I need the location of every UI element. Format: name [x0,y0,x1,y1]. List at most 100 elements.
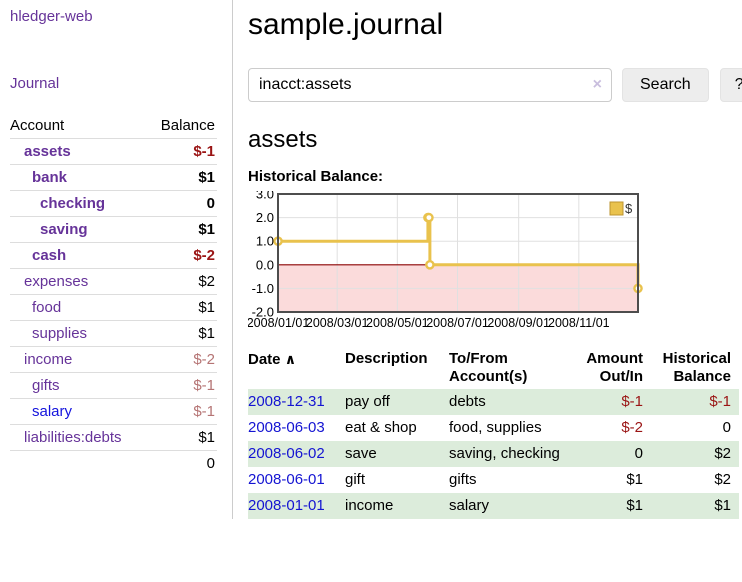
account-link[interactable]: cash [32,247,67,264]
data-point-marker [424,212,434,223]
chart-title: Historical Balance: [248,168,384,185]
account-row: assets $-1 [10,138,217,165]
y-tick-label: 1.0 [256,234,274,249]
balance-column-header: Balance [148,113,217,139]
x-tick-label: 2008/01/01 [248,316,309,330]
transaction-accounts-cell: saving, checking [449,445,560,462]
legend-swatch [609,201,624,216]
description-column-header: Description [345,350,428,367]
account-balance: $-1 [148,138,217,165]
account-link[interactable]: liabilities:debts [24,429,122,446]
y-tick-label: -2.0 [252,305,274,320]
page: hledger-web Journal Account Balance asse… [0,0,742,519]
search-input[interactable] [249,69,579,101]
account-row: liabilities:debts $1 [10,424,217,451]
account-row: cash $-2 [10,242,217,269]
table-row[interactable]: 2008-06-02 save saving, checking 0 $2 [248,441,739,467]
search-form: × Search ? [248,68,742,102]
app-brand-link[interactable]: hledger-web [10,8,93,25]
transaction-description-cell: pay off [345,393,390,410]
account-link[interactable]: gifts [32,377,60,394]
account-link[interactable]: saving [40,221,88,238]
x-tick-label: 2008/11/01 [548,316,610,330]
y-tick-label: 2.0 [256,210,274,225]
transaction-accounts-cell: salary [449,497,490,514]
transaction-balance-cell: 0 [722,419,731,436]
accounts-column-header-main: To/From Account(s) [449,350,528,385]
transaction-amount-cell: $1 [626,471,643,488]
transaction-date-cell: 2008-06-02 [248,441,345,467]
account-link[interactable]: food [32,299,62,316]
account-row: gifts $-1 [10,372,217,399]
page-title: sample.journal [248,8,444,41]
account-balance: 0 [148,190,217,217]
transaction-accounts-cell: gifts [449,471,477,488]
account-link[interactable]: bank [32,169,68,186]
date-column-header[interactable]: Date ∧ [248,351,297,368]
transaction-date-link[interactable]: 2008-01-01 [248,497,325,514]
transaction-description-cell: save [345,445,377,462]
account-balance: $1 [148,216,217,243]
chart-canvas: 3.0 2.0 1.0 0.0 -1.0 -2.02008/01/012008/03/01… [247,187,643,330]
account-link[interactable]: assets [24,143,71,160]
clear-search-icon[interactable]: × [592,76,602,93]
accounts-column-header: Account [10,113,149,139]
account-row: expenses $2 [10,268,217,295]
y-tick-label: -1.0 [252,281,274,296]
x-tick-label: 2008/05/01 [366,316,429,330]
transaction-date-link[interactable]: 2008-06-02 [248,445,325,462]
account-row: bank $1 [10,164,217,191]
transaction-balance-cell: $1 [714,497,731,514]
account-balance: $2 [148,268,217,295]
transaction-date-link[interactable]: 2008-06-01 [248,471,325,488]
account-balance: $-1 [148,398,217,425]
account-link[interactable]: checking [40,195,106,212]
x-tick-label: 2008/07/01 [426,316,489,330]
search-button[interactable]: Search [622,68,709,102]
x-tick-label: 2008/03/01 [306,316,369,330]
accounts-balance-table: Account Balance assets $-1 bank $1 checking 0… [10,113,217,476]
account-row: checking 0 [10,190,217,217]
y-tick-label: 0.0 [256,257,274,272]
historical-balance-column-header: Historical Balance [662,350,731,385]
transaction-amount-cell: $1 [626,497,643,514]
table-row[interactable]: 2008-06-01 gift gifts $1 $2 [248,467,739,493]
transaction-balance-cell: $-1 [709,393,731,410]
account-link[interactable]: expenses [24,273,89,290]
data-point-marker [425,260,435,270]
plot-border [277,193,639,313]
account-row: income $-2 [10,346,217,373]
register-header-row: Date ∧ Description To/From Account(s) Am… [248,347,739,389]
transaction-date-link[interactable]: 2008-06-03 [248,419,325,436]
transaction-date-cell: 2008-06-01 [248,467,345,493]
table-row[interactable]: 2008-06-03 eat & shop food, supplies $-2 0 [248,415,739,441]
amount-column-header: Amount Out/In [586,350,643,385]
accounts-total-row: 0 [10,450,217,476]
account-balance: $1 [148,320,217,347]
transaction-description-cell: income [345,497,394,514]
transaction-accounts-cell: debts [449,393,486,410]
help-button[interactable]: ? [719,68,742,102]
account-balance: $-1 [148,372,217,399]
y-tick-label: 3.0 [256,191,274,202]
transaction-date-link[interactable]: 2008-12-31 [248,393,325,410]
transaction-description-cell: gift [345,471,366,488]
account-balance: $1 [148,424,217,451]
transaction-amount-cell: $-1 [621,393,643,410]
transaction-balance-cell: $2 [714,445,731,462]
transaction-description-cell: eat & shop [345,419,417,436]
accounts-total-value: 0 [148,450,217,476]
account-heading: assets [248,126,318,153]
table-row[interactable]: 2008-01-01 income salary $1 $1 [248,493,739,519]
historical-balance-chart: 3.0 2.0 1.0 0.0 -1.0 -2.0 2008/01/01 2008/03/01… [247,187,648,331]
account-link[interactable]: salary [32,403,73,420]
sidebar: hledger-web Journal Account Balance asse… [0,0,233,519]
sidebar-item-journal[interactable]: Journal [10,75,60,92]
sort-ascending-icon: ∧ [284,351,297,367]
table-row[interactable]: 2008-12-31 pay off debts $-1 $-1 [248,389,739,415]
account-link[interactable]: income [24,351,73,368]
transaction-date-cell: 2008-01-01 [248,493,345,519]
account-link[interactable]: supplies [32,325,88,342]
transaction-amount-cell: 0 [634,445,643,462]
transaction-date-cell: 2008-06-03 [248,415,345,441]
